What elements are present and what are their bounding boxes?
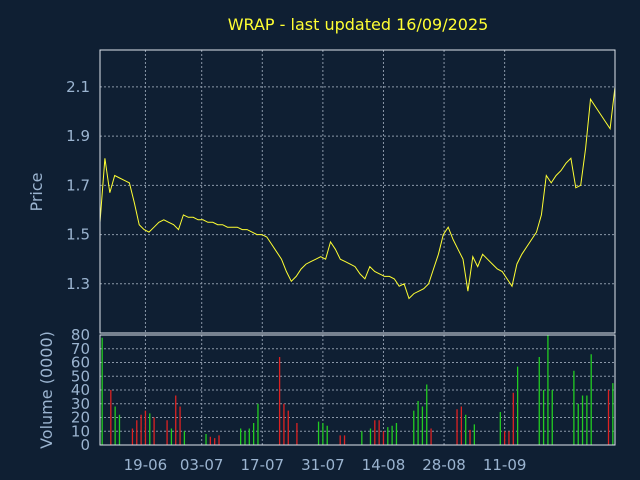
- volume-tick-label: 0: [80, 436, 90, 454]
- price-axis-label: Price: [27, 172, 46, 211]
- date-tick-label: 28-08: [422, 456, 466, 474]
- volume-tick-label: 70: [71, 340, 90, 358]
- price-tick-label: 1.7: [66, 176, 90, 194]
- date-tick-label: 03-07: [180, 456, 224, 474]
- chart-title: WRAP - last updated 16/09/2025: [228, 15, 489, 34]
- date-tick-label: 19-06: [124, 456, 168, 474]
- price-tick-label: 1.3: [66, 275, 90, 293]
- volume-tick-label: 80: [71, 326, 90, 344]
- price-panel: 1.3 1.5 1.7 1.9 2.1 Price: [27, 49, 616, 334]
- volume-tick-label: 50: [71, 367, 90, 385]
- volume-frame: [99, 334, 616, 446]
- price-frame: [99, 49, 616, 334]
- volume-tick-label: 30: [71, 395, 90, 413]
- date-tick-label: 11-09: [483, 456, 527, 474]
- volume-tick-label: 60: [71, 354, 90, 372]
- volume-tick-label: 20: [71, 409, 90, 427]
- volume-tick-label: 40: [71, 381, 90, 399]
- volume-tick-label: 10: [71, 422, 90, 440]
- date-tick-label: 14-08: [362, 456, 406, 474]
- volume-axis-label: Volume (0000): [37, 331, 56, 449]
- date-tick-label: 17-07: [240, 456, 284, 474]
- price-tick-label: 1.9: [66, 127, 90, 145]
- price-tick-label: 2.1: [66, 78, 90, 96]
- date-tick-label: 31-07: [301, 456, 345, 474]
- price-line: [99, 86, 616, 300]
- price-tick-label: 1.5: [66, 226, 90, 244]
